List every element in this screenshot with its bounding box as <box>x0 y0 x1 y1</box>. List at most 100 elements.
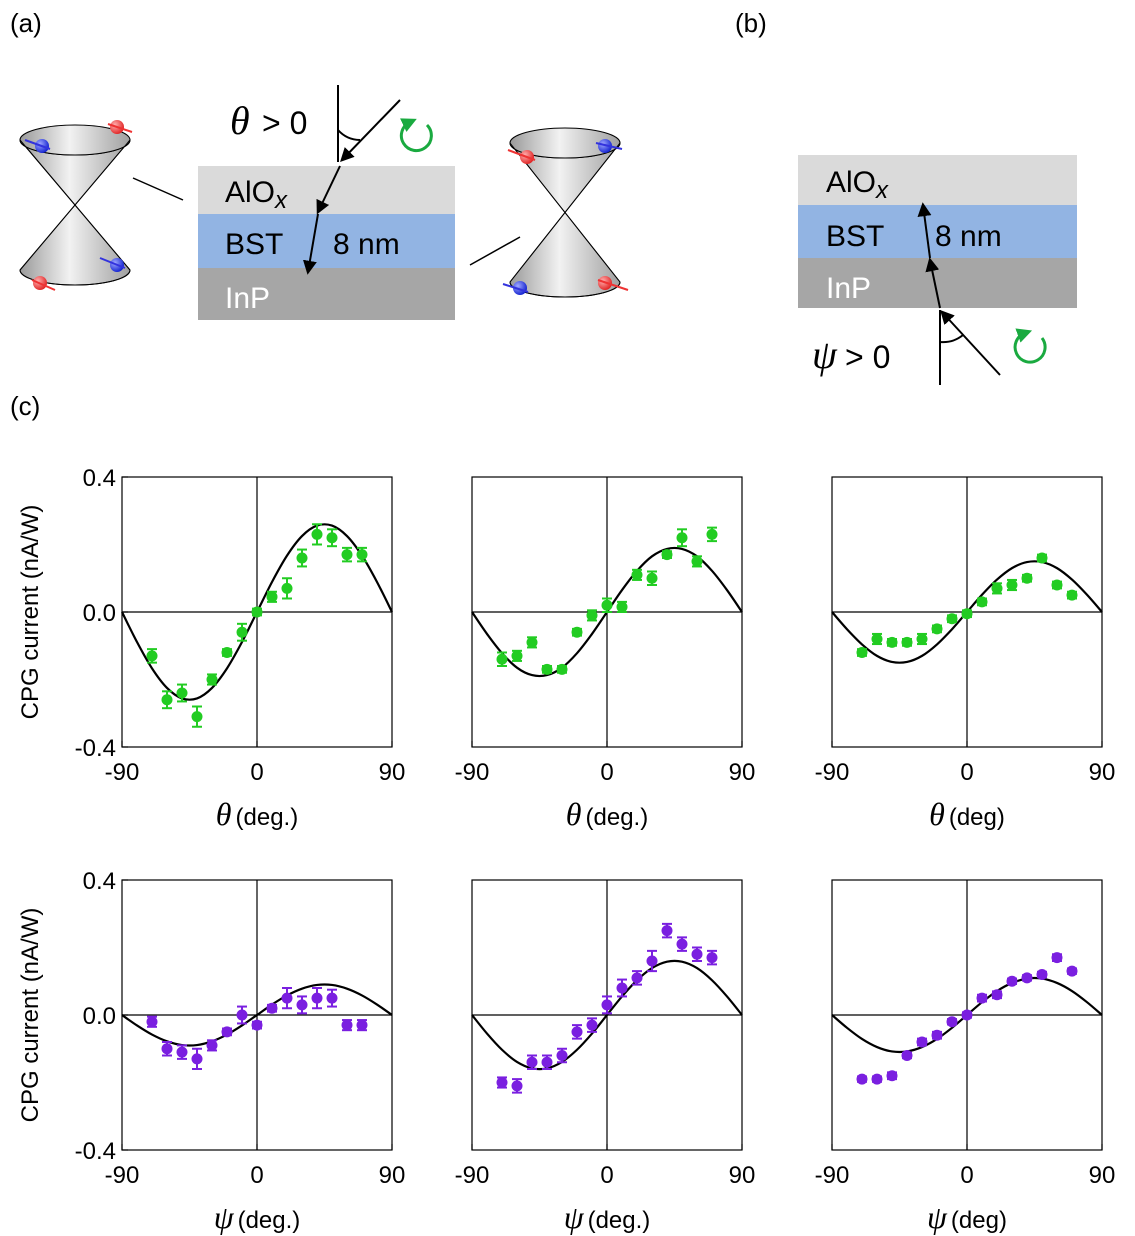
data-point <box>311 528 323 540</box>
data-point <box>586 1019 598 1031</box>
panel: -90 0 90 θ (deg.) <box>455 476 755 832</box>
data-point <box>146 1016 158 1028</box>
panel: -90 0 90 ψ (deg) <box>815 879 1116 1235</box>
data-point <box>556 663 568 675</box>
layer-subscript: x <box>274 187 288 214</box>
x-tick-label: -90 <box>105 759 140 786</box>
data-point <box>871 1073 883 1085</box>
data-point <box>571 626 583 638</box>
data-point <box>161 1043 173 1055</box>
x-axis-unit: (deg.) <box>588 1207 651 1234</box>
x-tick-label: 90 <box>729 1162 756 1189</box>
data-point <box>1021 572 1033 584</box>
data-point <box>221 1026 233 1038</box>
layer-label: BST <box>225 228 283 261</box>
y-tick-label: 0.4 <box>83 465 116 492</box>
layer-subscript: x <box>875 177 889 204</box>
data-point <box>1066 965 1078 977</box>
data-point <box>1021 972 1033 984</box>
layer-label: AlOx <box>225 176 288 214</box>
data-point <box>631 569 643 581</box>
y-tick-label: -0.4 <box>75 735 116 762</box>
x-axis-label: θ (deg.) <box>216 796 298 832</box>
angle-symbol: θ <box>230 98 250 143</box>
data-point <box>326 532 338 544</box>
data-point <box>526 636 538 648</box>
connector <box>132 177 184 201</box>
y-axis-label: CPG current (nA/W) <box>17 505 44 720</box>
x-axis-symbol: ψ <box>927 1199 948 1235</box>
data-point <box>601 999 613 1011</box>
x-tick-label: 90 <box>379 1162 406 1189</box>
data-point <box>931 623 943 635</box>
x-axis-unit: (deg.) <box>586 804 649 831</box>
data-point <box>281 992 293 1004</box>
x-axis-symbol: θ <box>216 796 232 832</box>
connector <box>469 236 521 266</box>
x-tick-label: 0 <box>960 1162 973 1189</box>
data-point <box>496 1077 508 1088</box>
data-point <box>191 711 203 723</box>
data-point <box>1051 579 1063 591</box>
x-tick-label: 90 <box>1089 1162 1116 1189</box>
x-tick-label: 0 <box>250 1162 263 1189</box>
data-point <box>296 999 308 1011</box>
data-point <box>706 952 718 964</box>
x-tick-label: 90 <box>379 759 406 786</box>
x-axis-label: θ (deg) <box>929 796 1005 832</box>
data-point <box>946 1016 958 1028</box>
panel: -90 0 90 ψ (deg.) <box>455 879 756 1235</box>
x-axis-symbol: ψ <box>214 1199 235 1235</box>
data-point <box>991 582 1003 594</box>
ray-b <box>917 202 1001 385</box>
data-point <box>961 608 973 620</box>
data-point <box>916 1036 928 1048</box>
data-point <box>176 1046 188 1058</box>
data-point <box>556 1050 568 1061</box>
x-axis-symbol: ψ <box>564 1199 585 1235</box>
data-point <box>296 552 308 564</box>
dirac-cone <box>19 120 133 291</box>
data-point <box>601 599 613 611</box>
data-point <box>236 1009 248 1021</box>
data-point <box>356 1019 368 1031</box>
data-point <box>676 938 688 950</box>
data-point <box>706 528 718 540</box>
data-point <box>661 925 673 937</box>
data-point <box>691 948 703 960</box>
panel-label: (a) <box>10 8 42 38</box>
dirac-cone <box>502 127 629 298</box>
data-point <box>341 549 353 561</box>
data-point <box>161 694 173 706</box>
x-tick-label: 0 <box>250 759 263 786</box>
ray-a <box>303 85 401 275</box>
panel-label: (c) <box>10 391 40 421</box>
data-point <box>886 636 898 648</box>
data-point <box>676 532 688 544</box>
circular-polarization <box>399 118 433 153</box>
data-point <box>176 687 188 699</box>
data-point <box>1036 969 1048 980</box>
x-tick-label: -90 <box>455 1162 490 1189</box>
data-point <box>991 989 1003 1001</box>
data-point <box>871 633 883 645</box>
x-axis-symbol: θ <box>566 796 582 832</box>
y-tick-label: -0.4 <box>75 1138 116 1165</box>
data-point <box>661 549 673 561</box>
x-axis-label: ψ (deg.) <box>214 1199 301 1235</box>
fit-curve <box>471 959 743 1071</box>
data-point <box>616 982 628 994</box>
data-point <box>646 572 658 584</box>
data-point <box>236 626 248 638</box>
data-point <box>206 674 218 685</box>
data-point <box>901 636 913 648</box>
data-point <box>1066 589 1078 601</box>
angle-symbol: ψ <box>812 332 838 377</box>
layer-label: InP <box>225 282 270 315</box>
x-axis-label: ψ (deg.) <box>564 1199 651 1235</box>
x-tick-label: 90 <box>1089 759 1116 786</box>
x-tick-label: -90 <box>455 759 490 786</box>
data-point <box>1051 952 1063 964</box>
data-point <box>946 613 958 625</box>
